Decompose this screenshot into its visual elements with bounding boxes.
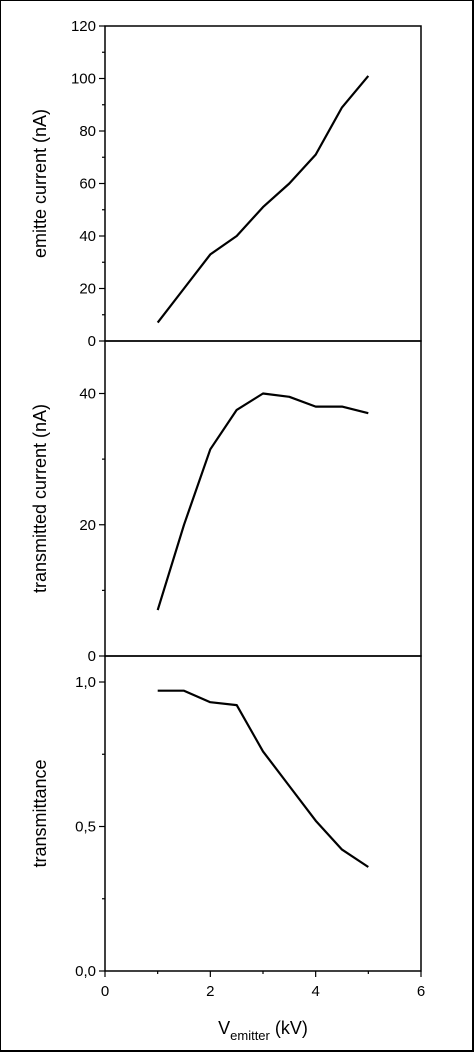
panel-3-y-axis-label: transmittance: [30, 759, 50, 867]
panel-1-y-tick-label: 20: [79, 281, 96, 298]
panel-1-y-tick-label: 60: [79, 176, 96, 193]
panel-1-y-axis-label: emitte current (nA): [30, 109, 50, 258]
panel-1-y-tick-label: 0: [88, 333, 96, 350]
x-axis-label-unit: (kV): [270, 1018, 308, 1038]
panel-2-y-tick-label: 20: [79, 517, 96, 534]
panel-1-axes-box: [104, 25, 422, 342]
panel-2-axes-box: [104, 340, 422, 657]
panel-2-y-axis-label: transmitted current (nA): [30, 404, 50, 593]
panel-3-axes-box: [104, 655, 422, 972]
panel-2-series-1-line: [156, 392, 369, 611]
x-tick-label: 4: [311, 983, 319, 1000]
x-axis-label-main: V: [218, 1018, 230, 1038]
panel-2-y-tick-label: 0: [88, 648, 96, 665]
x-tick-label: 2: [206, 983, 214, 1000]
panel-1-series-1-line: [156, 75, 370, 324]
x-axis-label: Vemitter (kV): [218, 1018, 308, 1043]
panel-1-y-tick-label: 80: [79, 123, 96, 140]
panel-3-y-tick-label: 0,5: [75, 819, 96, 836]
panel-1-y-tick-label: 120: [71, 18, 96, 35]
x-axis-label-subscript: emitter: [230, 1028, 270, 1043]
panel-3-series-1-line: [157, 689, 369, 868]
x-tick-label: 0: [101, 983, 109, 1000]
panel-3-y-tick-label: 0,0: [75, 963, 96, 980]
panel-1-y-tick-label: 100: [71, 71, 96, 88]
x-tick-label: 6: [417, 983, 425, 1000]
panel-1-y-tick-label: 40: [79, 228, 96, 245]
panel-3-y-tick-label: 1,0: [75, 674, 96, 691]
panel-2-y-tick-label: 40: [79, 386, 96, 403]
